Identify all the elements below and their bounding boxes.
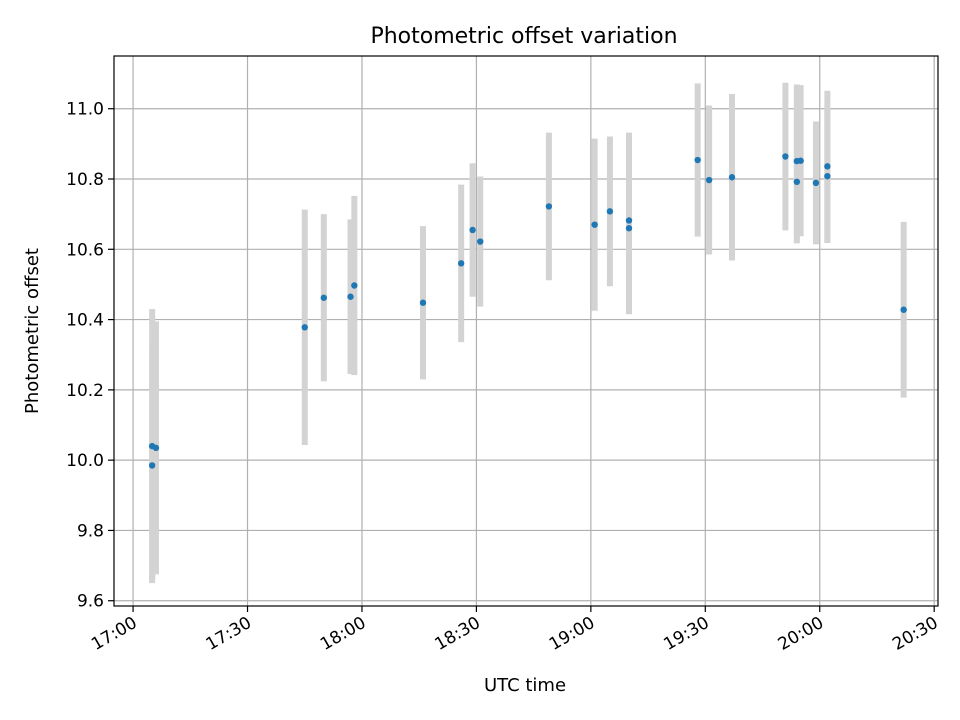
data-point (705, 176, 713, 184)
data-point (797, 157, 804, 164)
y-tick-label: 10.6 (66, 240, 104, 260)
data-point (152, 444, 160, 452)
data-point (625, 217, 633, 224)
data-point (824, 163, 831, 170)
y-tick-label: 9.8 (77, 521, 104, 541)
chart-title: Photometric offset variation (370, 24, 677, 49)
data-point (320, 294, 328, 301)
y-tick-label: 10.2 (66, 381, 104, 401)
data-point (591, 221, 598, 228)
data-point (728, 174, 736, 181)
data-point (694, 156, 701, 164)
data-point (793, 178, 801, 186)
y-axis-ticks: 9.6 9.8 10.0 10.2 10.4 10.6 10.8 11.0 (66, 100, 114, 612)
y-axis-label: Photometric offset (22, 248, 43, 414)
data-point (148, 462, 156, 469)
data-points (148, 153, 907, 469)
data-point (812, 179, 820, 187)
grid-lines (114, 56, 938, 606)
y-tick-label: 9.6 (77, 592, 104, 612)
data-point (545, 203, 553, 210)
data-point (347, 293, 354, 300)
y-tick-label: 10.4 (66, 311, 104, 331)
data-point (606, 208, 614, 215)
data-point (782, 153, 789, 160)
plot-frame (113, 55, 939, 607)
data-point (900, 306, 907, 313)
data-point (457, 260, 465, 267)
data-point (469, 226, 476, 234)
data-point (824, 172, 831, 180)
data-point (351, 282, 358, 289)
y-tick-label: 11.0 (66, 100, 104, 120)
data-point (301, 324, 308, 331)
y-tick-label: 10.0 (66, 451, 104, 471)
data-point (419, 299, 427, 306)
x-axis-label: UTC time (484, 675, 566, 696)
data-point (625, 225, 633, 232)
y-tick-label: 10.8 (66, 170, 104, 190)
data-point (477, 238, 484, 245)
